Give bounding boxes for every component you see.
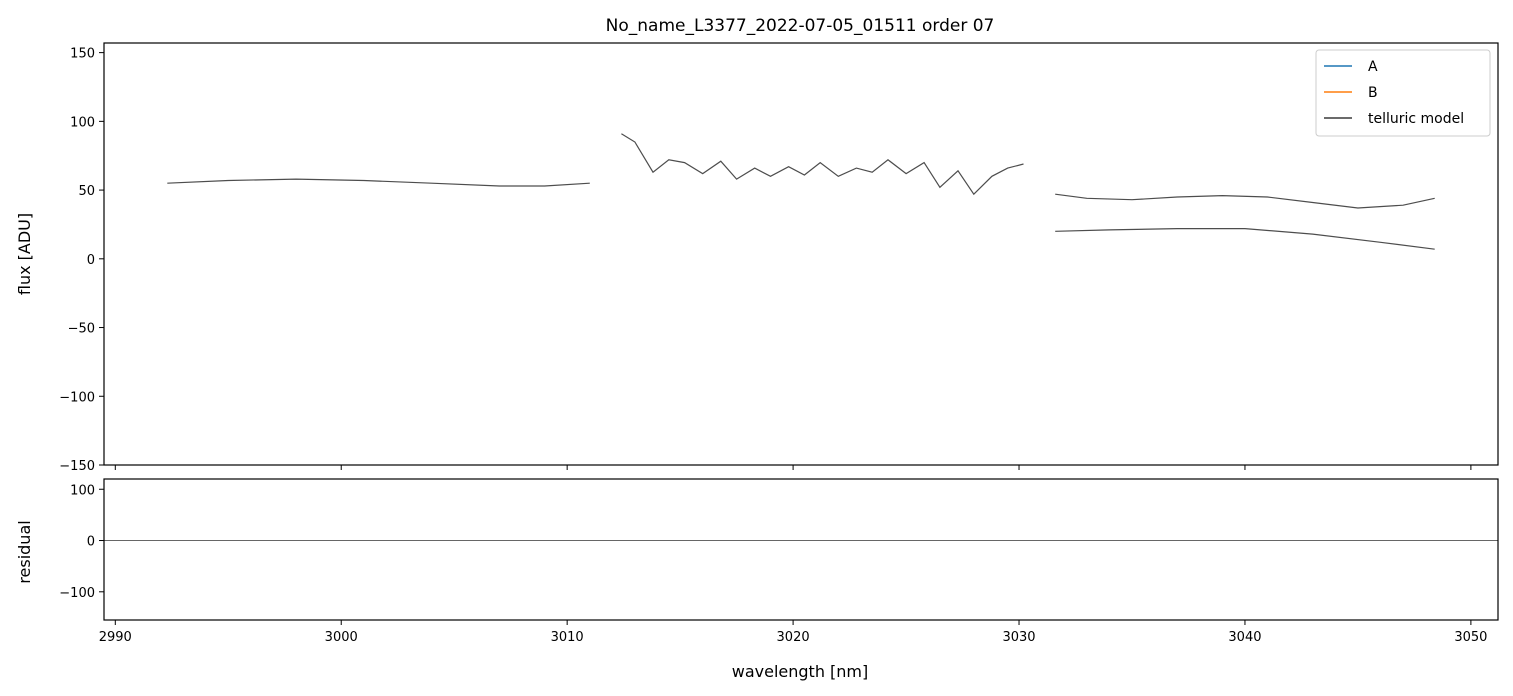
top-ytick-label: 0 (87, 253, 95, 268)
xlabel: wavelength [nm] (732, 662, 869, 681)
xtick-label: 3050 (1454, 630, 1487, 645)
top-ticks: −150 −100 −50 0 50 100 150 (59, 47, 1472, 474)
bottom-ytick-label: −100 (59, 586, 95, 601)
xtick-label: 3020 (777, 630, 810, 645)
telluric-model-line-4 (1055, 228, 1435, 250)
xtick-label: 3040 (1228, 630, 1261, 645)
legend-label-b: B (1368, 85, 1378, 101)
legend: A B telluric model (1315, 49, 1491, 137)
top-ytick-label: −100 (59, 390, 95, 405)
top-panel: −150 −100 −50 0 50 100 150 flux [ADU] A B tell… (15, 42, 1499, 474)
legend-box (1315, 49, 1491, 137)
telluric-model-line-3 (1055, 193, 1435, 209)
legend-label-a: A (1368, 59, 1378, 75)
xtick-label: 3000 (325, 630, 358, 645)
bottom-ylabel: residual (15, 520, 34, 583)
bottom-panel: −100 0 100 2990 3000 3010 3020 3030 3040 3050 res… (15, 478, 1499, 681)
top-ytick-label: 50 (78, 184, 95, 199)
bottom-ytick-label: 0 (87, 535, 95, 550)
top-ytick-label: −150 (59, 459, 95, 474)
top-ytick-label: 150 (70, 47, 95, 62)
xtick-label: 3010 (551, 630, 584, 645)
top-axes-frame (103, 42, 1499, 466)
top-ylabel: flux [ADU] (15, 213, 34, 295)
top-series-layer (167, 133, 1435, 250)
xtick-label: 2990 (99, 630, 132, 645)
chart-title: No_name_L3377_2022-07-05_01511 order 07 (606, 16, 995, 36)
telluric-model-line-1 (167, 178, 590, 187)
bottom-ticks: −100 0 100 2990 3000 3010 3020 3030 3040 3050 (59, 483, 1487, 645)
bottom-series-layer (104, 540, 1498, 541)
telluric-model-line-2 (621, 133, 1024, 196)
bottom-axes-frame (103, 478, 1499, 621)
top-ytick-label: 100 (70, 115, 95, 130)
legend-label-telluric: telluric model (1368, 111, 1464, 127)
top-ytick-label: −50 (68, 322, 95, 337)
bottom-ytick-label: 100 (70, 483, 95, 498)
xtick-label: 3030 (1002, 630, 1035, 645)
